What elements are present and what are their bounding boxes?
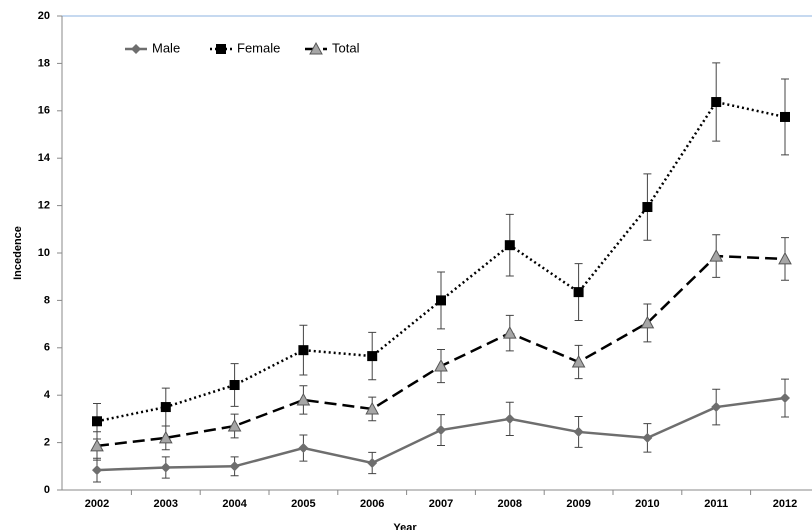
data-point: [298, 345, 309, 356]
data-point: [160, 402, 171, 413]
data-point: [780, 393, 790, 404]
data-point: [365, 401, 380, 415]
legend-marker: [309, 41, 323, 55]
x-tick-label: 2004: [222, 498, 247, 510]
x-tick-label: 2009: [566, 498, 590, 510]
data-point: [296, 392, 311, 406]
data-point: [160, 462, 171, 473]
x-tick-label: 2008: [498, 498, 522, 510]
y-tick-label: 8: [44, 294, 50, 306]
data-point: [571, 354, 586, 368]
data-point: [504, 413, 515, 424]
data-point: [711, 97, 722, 108]
data-point: [229, 461, 240, 472]
data-point: [436, 425, 446, 436]
y-tick-label: 14: [38, 152, 51, 164]
data-point: [642, 432, 653, 443]
data-point: [642, 202, 653, 213]
data-point: [92, 416, 102, 427]
data-point: [227, 418, 242, 432]
y-axis-label: Incedence: [12, 226, 24, 280]
data-point: [573, 287, 584, 298]
x-tick-label: 2012: [773, 498, 797, 510]
x-tick-label: 2010: [635, 498, 659, 510]
x-tick-label: 2007: [429, 498, 453, 510]
y-tick-label: 10: [38, 247, 50, 259]
legend-marker: [131, 44, 141, 54]
data-point: [229, 380, 240, 391]
data-point: [92, 465, 102, 476]
data-point: [367, 351, 378, 362]
y-tick-label: 12: [38, 200, 50, 212]
y-tick-label: 2: [44, 437, 50, 449]
data-point: [573, 426, 584, 437]
data-point: [367, 457, 378, 468]
data-point: [504, 240, 515, 251]
legend-marker: [216, 44, 226, 54]
y-tick-label: 0: [44, 484, 50, 496]
data-point: [502, 326, 517, 339]
data-point: [436, 295, 446, 306]
y-tick-label: 16: [38, 105, 50, 117]
legend-label: Male: [152, 40, 180, 55]
y-tick-label: 20: [38, 10, 50, 22]
data-point: [158, 430, 173, 444]
y-tick-label: 6: [44, 342, 50, 354]
data-point: [640, 315, 655, 329]
data-point: [780, 111, 790, 122]
y-tick-label: 4: [44, 389, 51, 401]
x-tick-label: 2005: [291, 498, 315, 510]
data-point: [711, 402, 722, 413]
legend-label: Female: [237, 40, 280, 55]
x-tick-label: 2006: [360, 498, 384, 510]
data-point: [709, 249, 724, 262]
legend-label: Total: [332, 40, 360, 55]
x-tick-label: 2003: [154, 498, 178, 510]
y-tick-label: 18: [38, 57, 50, 69]
data-point: [90, 438, 104, 452]
data-point: [298, 443, 309, 454]
data-point: [778, 251, 792, 265]
x-tick-label: 2011: [704, 498, 728, 510]
data-point: [434, 359, 448, 372]
x-tick-label: 2002: [85, 498, 109, 510]
x-axis-label: Year: [393, 522, 417, 530]
